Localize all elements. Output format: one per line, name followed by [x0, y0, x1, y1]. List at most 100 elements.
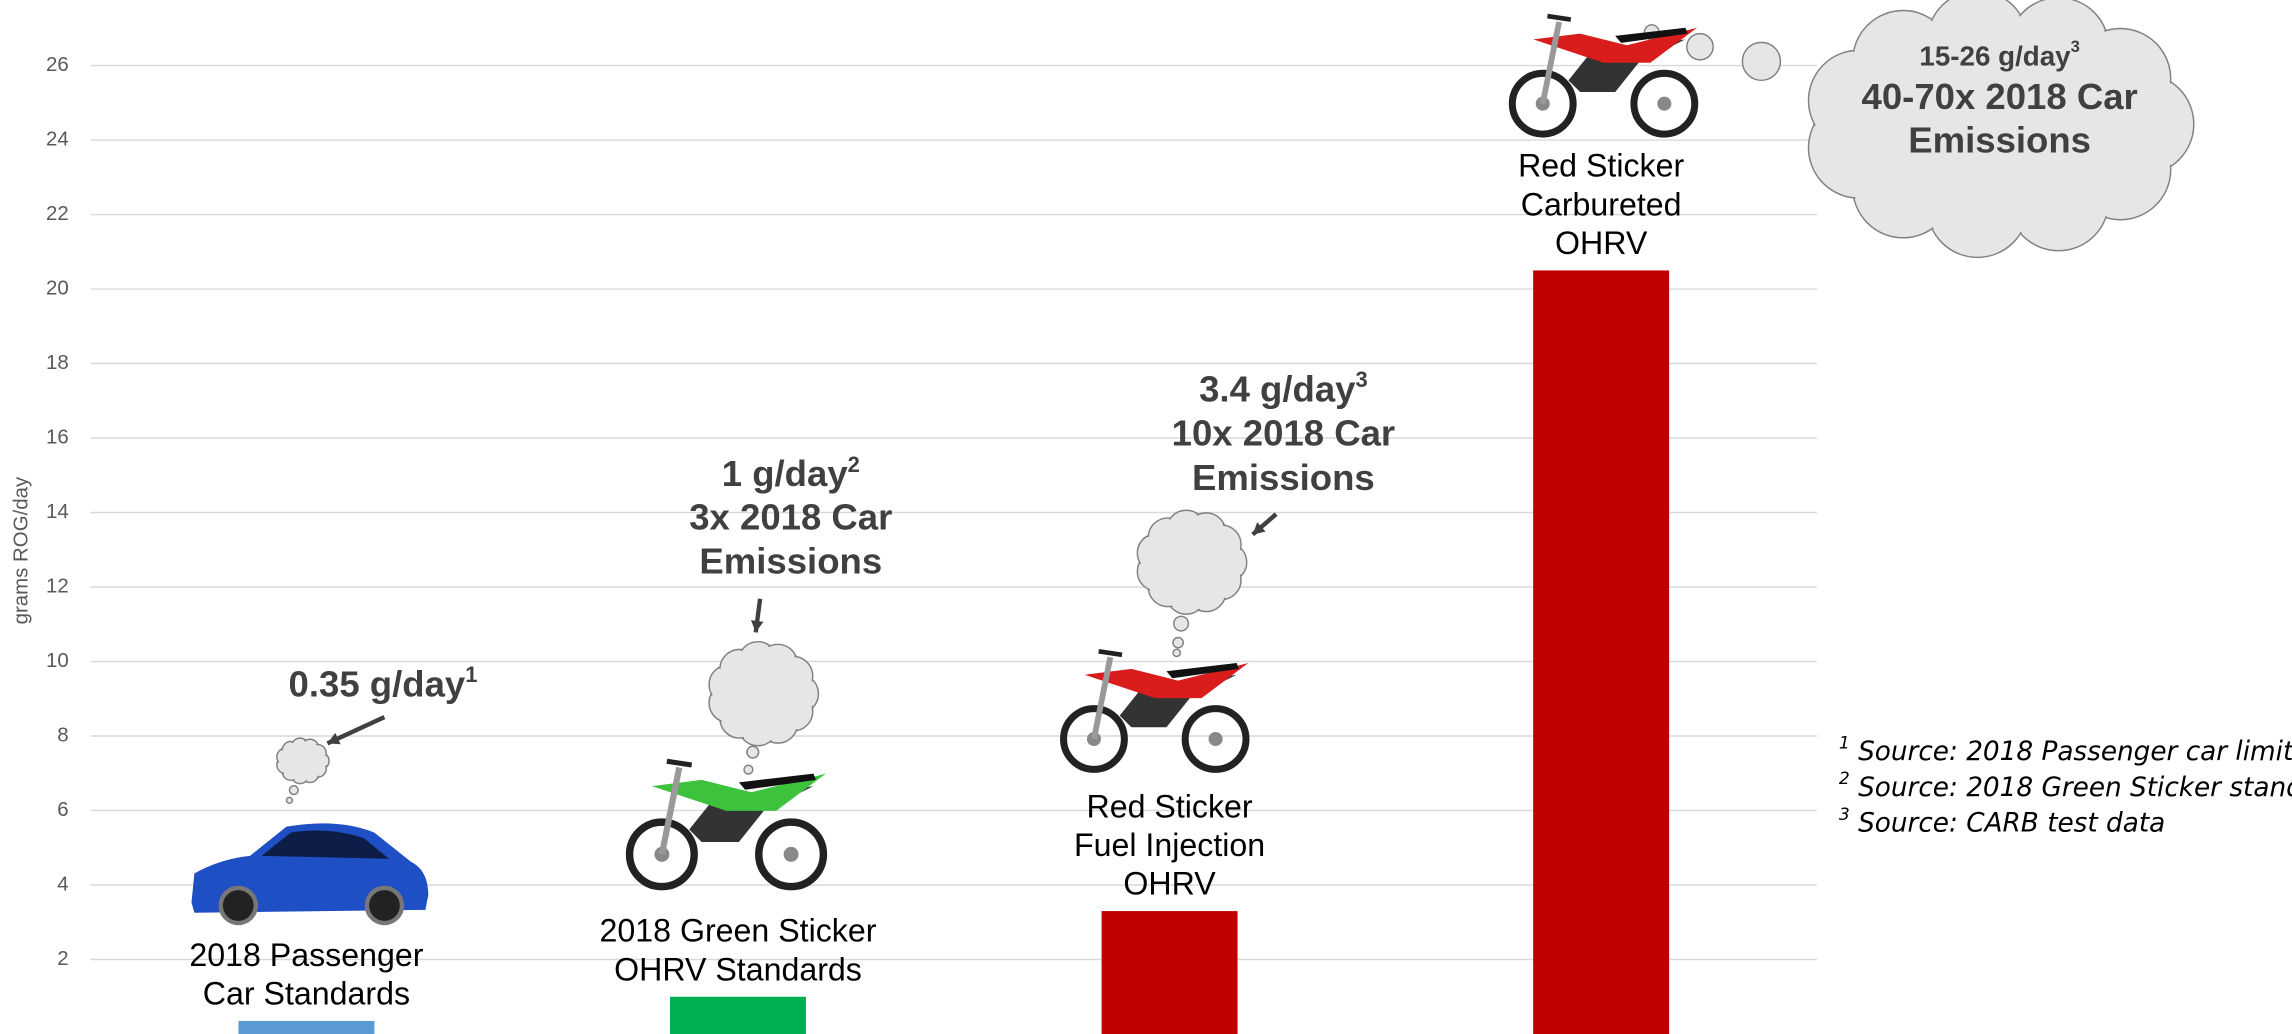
cloud [1807, 0, 2195, 259]
y-tick-label: 20 [46, 276, 69, 299]
category-label: OHRV [1555, 225, 1648, 261]
wheel [625, 818, 698, 891]
car [191, 823, 429, 926]
cloud-core [283, 746, 322, 776]
bar [238, 1020, 375, 1034]
thought-bubble [1741, 41, 1782, 82]
y-tick-label: 12 [46, 574, 69, 597]
hub [783, 846, 799, 862]
hub [1208, 731, 1223, 746]
annotation-sup: 3 [1355, 367, 1367, 392]
wheel [1060, 705, 1128, 773]
y-tick-label: 16 [46, 425, 69, 448]
body [651, 773, 826, 811]
y-tick-label: 26 [46, 53, 69, 76]
y-tick-label: 2 [57, 947, 68, 970]
thought-bubble [1172, 648, 1182, 658]
motorcycle [625, 758, 828, 891]
car-wheel [218, 885, 258, 926]
y-tick-label: 6 [57, 798, 68, 821]
thought-bubble [1686, 32, 1714, 61]
bar [670, 996, 806, 1034]
y-tick-label: 22 [46, 202, 69, 225]
thought-bubble [746, 745, 760, 759]
category-label: Red Sticker [1087, 788, 1253, 824]
cloud [1136, 509, 1248, 616]
annotation: 0.35 g/day1 [289, 662, 478, 704]
category-label: Fuel Injection [1074, 827, 1265, 863]
y-tick-label: 10 [46, 649, 69, 672]
y-tick-label: 8 [57, 723, 68, 746]
bars [1547, 13, 1572, 22]
fork [1539, 21, 1562, 105]
category-label: OHRV Standards [614, 951, 862, 987]
category-label: Red Sticker [1518, 148, 1684, 184]
footnote-sup: 3 [1839, 805, 1850, 825]
annotation-sup: 3 [2071, 38, 2080, 57]
body [1533, 27, 1698, 63]
wheel [1630, 69, 1699, 138]
bar [1533, 270, 1670, 1034]
seat [1166, 663, 1239, 679]
annotation-line: 3x 2018 Car [689, 497, 892, 538]
annotation-sup: 2 [848, 452, 860, 477]
annotation-line: 40-70x 2018 Car [1862, 76, 2138, 117]
cloud [708, 640, 820, 747]
cloud-core [1154, 528, 1229, 596]
y-tick-label: 18 [46, 351, 69, 374]
thought-bubble [285, 796, 294, 804]
thought-bubble [743, 764, 754, 775]
wheel [755, 818, 828, 891]
annotation-line: Emissions [1908, 120, 2091, 161]
bars [666, 758, 693, 768]
bar [1101, 911, 1238, 1034]
arrow-head [750, 620, 764, 633]
annotation-line: Emissions [1192, 457, 1375, 498]
y-tick-label: 14 [46, 500, 69, 523]
annotation: 1 g/day2 [722, 452, 860, 494]
annotation-value: 1 g/day [722, 453, 849, 494]
annotation: 15-26 g/day3 [1919, 38, 2080, 72]
category-label: OHRV [1123, 866, 1216, 902]
footnote: 3 Source: CARB test data [1839, 805, 2165, 838]
y-axis-label: grams ROG/day [9, 476, 32, 624]
hub [1657, 96, 1672, 111]
bars [1098, 649, 1123, 658]
footnote-text: Source: CARB test data [1850, 808, 2166, 838]
wheel [1508, 69, 1577, 138]
motorcycle [1508, 13, 1699, 138]
footnote-text: Source: 2018 Green Sticker standard [1850, 772, 2292, 802]
body [1084, 663, 1249, 699]
annotation-value: 0.35 g/day [289, 663, 466, 704]
fork [658, 766, 683, 855]
annotation-sup: 1 [465, 662, 477, 687]
category-label: 2018 Passenger [189, 937, 423, 973]
footnote: 2 Source: 2018 Green Sticker standard [1839, 769, 2292, 802]
annotation-line: 10x 2018 Car [1172, 413, 1395, 454]
seat [738, 773, 816, 790]
annotation-value: 3.4 g/day [1199, 368, 1356, 409]
thought-bubble [1173, 615, 1190, 632]
thought-bubble [288, 784, 299, 796]
annotation-line: Emissions [699, 540, 882, 581]
footnote-sup: 2 [1839, 769, 1850, 789]
annotation: 3.4 g/day3 [1199, 367, 1368, 409]
category-label: Carbureted [1521, 186, 1682, 222]
y-tick-label: 4 [57, 872, 68, 895]
category-label: Car Standards [203, 976, 410, 1012]
y-tick-label: 24 [46, 127, 69, 150]
fork [1091, 656, 1114, 740]
annotation-value: 15-26 g/day [1919, 41, 2071, 72]
car-wheel [364, 885, 405, 926]
car-window [261, 830, 389, 859]
footnote-sup: 1 [1839, 733, 1850, 753]
thought-bubble [1172, 636, 1185, 649]
cloud-core [725, 660, 801, 728]
cloud [276, 737, 330, 785]
arrow-head [327, 732, 341, 745]
motorcycle [1060, 649, 1250, 773]
footnote-text: Source: 2018 Passenger car limit [1850, 737, 2292, 767]
category-label: 2018 Green Sticker [600, 913, 877, 949]
